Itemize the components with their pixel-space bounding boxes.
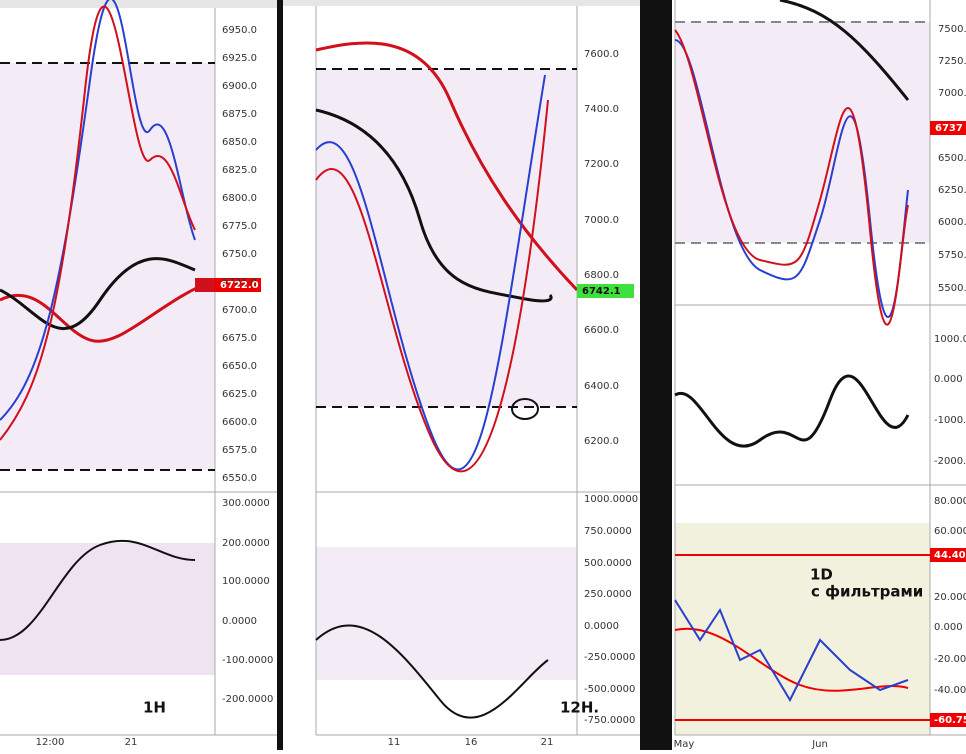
price-tick: 6550.0 — [222, 473, 257, 484]
levels — [0, 62, 577, 471]
time-tick: Jun — [811, 739, 828, 750]
separator — [640, 0, 672, 750]
levels — [675, 21, 930, 244]
zone — [675, 523, 930, 735]
curves — [0, 0, 910, 719]
price-tick: 6850.0 — [222, 137, 257, 148]
note: с фильтрами — [811, 583, 923, 601]
price-tick: 6200.0 — [584, 436, 619, 447]
price-tick: 6500.0 — [938, 153, 966, 164]
price-marker-bg — [215, 278, 261, 292]
time-tick: 11 — [388, 737, 401, 748]
price-marker — [195, 278, 215, 292]
price-tick: 6600.0 — [584, 325, 619, 336]
indicator-tick: 0.0000 — [584, 621, 619, 632]
price-tick: 6600.0 — [222, 417, 257, 428]
osc-tick: 80.000 — [934, 496, 966, 507]
osc-label: -60.75 — [934, 715, 966, 726]
indicator-tick: -2000.0 — [934, 456, 966, 467]
price-tick: 7500.0 — [938, 24, 966, 35]
zone — [0, 63, 215, 470]
time-tick: 21 — [125, 737, 138, 748]
price-tick: 6725.0 — [222, 277, 257, 288]
time-tick: 12:00 — [36, 737, 65, 748]
price-tick: 5750.0 — [938, 250, 966, 261]
indicator-tick: 1000.0 — [934, 334, 966, 345]
price-tick: 6575.0 — [222, 445, 257, 456]
price-tick: 6950.0 — [222, 25, 257, 36]
price-marker-bg — [577, 284, 634, 298]
price-tick: 7200.0 — [584, 159, 619, 170]
tab-strip — [283, 0, 640, 6]
price-tick: 6825.0 — [222, 165, 257, 176]
price-tick: 6750.0 — [222, 249, 257, 260]
osc-tick: -40.000 — [934, 685, 966, 696]
levels — [675, 554, 930, 721]
price-label: 6742.1 — [582, 286, 621, 297]
indicator-tick: 0.000 — [934, 374, 963, 385]
osc-tick: 20.000 — [934, 592, 966, 603]
indicator-tick: 200.0000 — [222, 538, 270, 549]
price-tick: 6625.0 — [222, 389, 257, 400]
price-tick: 6700.0 — [222, 305, 257, 316]
separator — [277, 0, 283, 750]
price-tick: 6875.0 — [222, 109, 257, 120]
price-tick: 6675.0 — [222, 333, 257, 344]
price-tick: 6925.0 — [222, 53, 257, 64]
pane-borders — [0, 0, 966, 736]
osc-marker-bg — [930, 713, 966, 727]
price-tick: 6000.0 — [938, 217, 966, 228]
zone — [316, 547, 577, 680]
price-tick: 7250.0 — [938, 56, 966, 67]
indicator-tick: 100.0000 — [222, 576, 270, 587]
indicator-tick: -500.0000 — [584, 684, 635, 695]
indicator-tick: 750.0000 — [584, 526, 632, 537]
osc-marker-bg — [930, 548, 966, 562]
indicator-tick: -100.0000 — [222, 655, 273, 666]
indicator-tick: -750.0000 — [584, 715, 635, 726]
indicator-tick: -250.0000 — [584, 652, 635, 663]
indicator-tick: -200.0000 — [222, 694, 273, 705]
price-tick: 7600.0 — [584, 49, 619, 60]
time-tick: 16 — [465, 737, 478, 748]
price-tick: 7000.0 — [584, 215, 619, 226]
indicator-tick: 250.0000 — [584, 589, 632, 600]
time-tick: May — [674, 739, 695, 750]
price-marker-bg — [930, 121, 966, 135]
price-tick: 6650.0 — [222, 361, 257, 372]
timeframe: 1D — [810, 566, 833, 584]
indicator-tick: -1000.0 — [934, 415, 966, 426]
zone — [675, 22, 930, 243]
osc-label: 44.40 — [934, 550, 966, 561]
price-tick: 6900.0 — [222, 81, 257, 92]
indicator-tick: 1000.0000 — [584, 494, 638, 505]
indicator-tick: 0.0000 — [222, 616, 257, 627]
osc-tick: 60.000 — [934, 526, 966, 537]
timeframe: 1H — [143, 699, 166, 717]
price-label: 6722.0 — [220, 280, 259, 291]
price-tick: 6400.0 — [584, 381, 619, 392]
tab-strip — [0, 0, 277, 8]
zone — [0, 543, 215, 675]
price-tick: 5500.0 — [938, 283, 966, 294]
osc-tick: 0.000 — [934, 622, 963, 633]
price-tick: 6800.0 — [222, 193, 257, 204]
osc-tick: -20.000 — [934, 654, 966, 665]
price-tick: 7400.0 — [584, 104, 619, 115]
timeframe: 12Н. — [560, 699, 599, 717]
price-tick: 6250.0 — [938, 185, 966, 196]
price-tick: 7000.0 — [938, 88, 966, 99]
indicator-tick: 300.0000 — [222, 498, 270, 509]
price-tick: 6775.0 — [222, 221, 257, 232]
indicator-tick: 500.0000 — [584, 558, 632, 569]
time-tick: 21 — [541, 737, 554, 748]
price-tick: 6800.0 — [584, 270, 619, 281]
price-label: 6737 — [935, 123, 963, 134]
circle — [511, 398, 539, 420]
